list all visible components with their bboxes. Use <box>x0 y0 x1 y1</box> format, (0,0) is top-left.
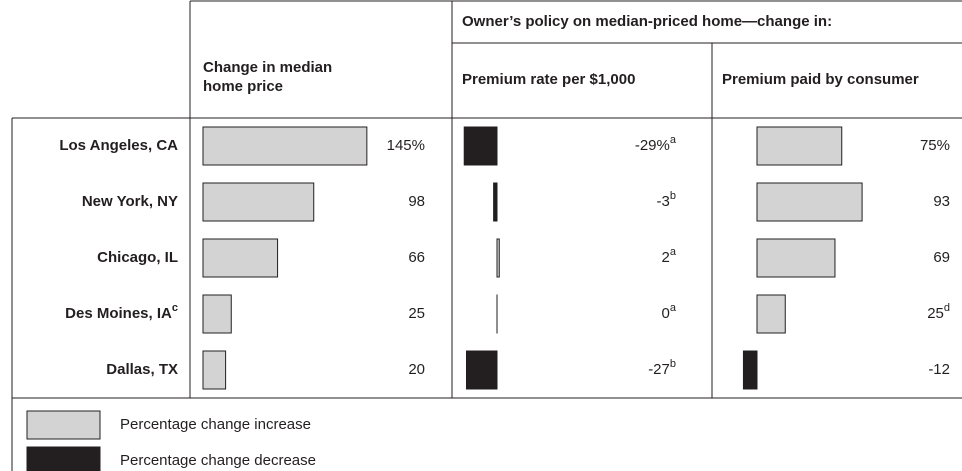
value-label: 93 <box>933 193 950 210</box>
value-label: 2a <box>662 246 677 266</box>
footnote-marker: c <box>172 302 178 314</box>
legend-label: Percentage change increase <box>120 416 311 433</box>
bar <box>465 350 498 390</box>
bar <box>202 350 227 390</box>
bar <box>496 238 500 278</box>
row-label: Chicago, IL <box>97 249 178 266</box>
value-label: 69 <box>933 249 950 266</box>
value-label: 25d <box>927 302 950 322</box>
footnote-marker: d <box>944 302 950 314</box>
value-label-text: 93 <box>933 193 950 210</box>
bar <box>756 182 863 222</box>
value-label: -3b <box>657 190 676 210</box>
bar <box>756 126 843 166</box>
bar <box>202 126 368 166</box>
value-label-text: 145% <box>387 137 425 154</box>
row-label: Dallas, TX <box>106 361 178 378</box>
value-label: -27b <box>648 358 676 378</box>
row-label: Los Angeles, CA <box>59 137 178 154</box>
bar <box>493 182 498 222</box>
column-header-line: home price <box>203 78 283 95</box>
value-label-text: -12 <box>928 361 950 378</box>
legend-swatch <box>26 446 101 471</box>
value-label: 25 <box>408 305 425 322</box>
bar <box>756 294 786 334</box>
row-label: Des Moines, IAc <box>65 302 178 322</box>
bar <box>756 238 836 278</box>
row-label-text: New York, NY <box>82 193 178 210</box>
bar <box>202 238 279 278</box>
value-label-text: 69 <box>933 249 950 266</box>
column-header: Change in median home price <box>203 59 332 95</box>
footnote-marker: a <box>670 302 677 314</box>
value-label-text: 0 <box>662 305 670 322</box>
value-label-text: 2 <box>662 249 670 266</box>
footnote-marker: b <box>670 190 676 202</box>
row-label-text: Chicago, IL <box>97 249 178 266</box>
value-label-text: -27 <box>648 361 670 378</box>
value-label-text: -3 <box>657 193 670 210</box>
column-header: Premium paid by consumer <box>722 71 919 88</box>
bar <box>742 350 758 390</box>
row-label-text: Los Angeles, CA <box>59 137 178 154</box>
column-header: Premium rate per $1,000 <box>462 71 635 88</box>
row-label: New York, NY <box>82 193 178 210</box>
bar <box>202 294 232 334</box>
value-label-text: 25 <box>927 305 944 322</box>
value-label-text: 66 <box>408 249 425 266</box>
legend-swatch <box>26 410 101 440</box>
footnote-marker: a <box>670 246 677 258</box>
row-label-text: Dallas, TX <box>106 361 178 378</box>
value-label: 20 <box>408 361 425 378</box>
value-label: 75% <box>920 137 950 154</box>
value-label: 98 <box>408 193 425 210</box>
value-label-text: -29% <box>635 137 670 154</box>
bar <box>202 182 315 222</box>
value-label: 145% <box>387 137 425 154</box>
row-label-text: Des Moines, IA <box>65 305 172 322</box>
value-label: 66 <box>408 249 425 266</box>
footnote-marker: b <box>670 358 676 370</box>
footnote-marker: a <box>670 134 677 146</box>
value-label: -29%a <box>635 134 677 154</box>
column-header-line: Change in median <box>203 59 332 76</box>
group-header: Owner’s policy on median-priced home—cha… <box>462 13 832 30</box>
value-label-text: 75% <box>920 137 950 154</box>
bar <box>463 126 498 166</box>
legend-label: Percentage change decrease <box>120 452 316 469</box>
value-label-text: 20 <box>408 361 425 378</box>
value-label-text: 25 <box>408 305 425 322</box>
value-label: -12 <box>928 361 950 378</box>
value-label: 0a <box>662 302 677 322</box>
value-label-text: 98 <box>408 193 425 210</box>
